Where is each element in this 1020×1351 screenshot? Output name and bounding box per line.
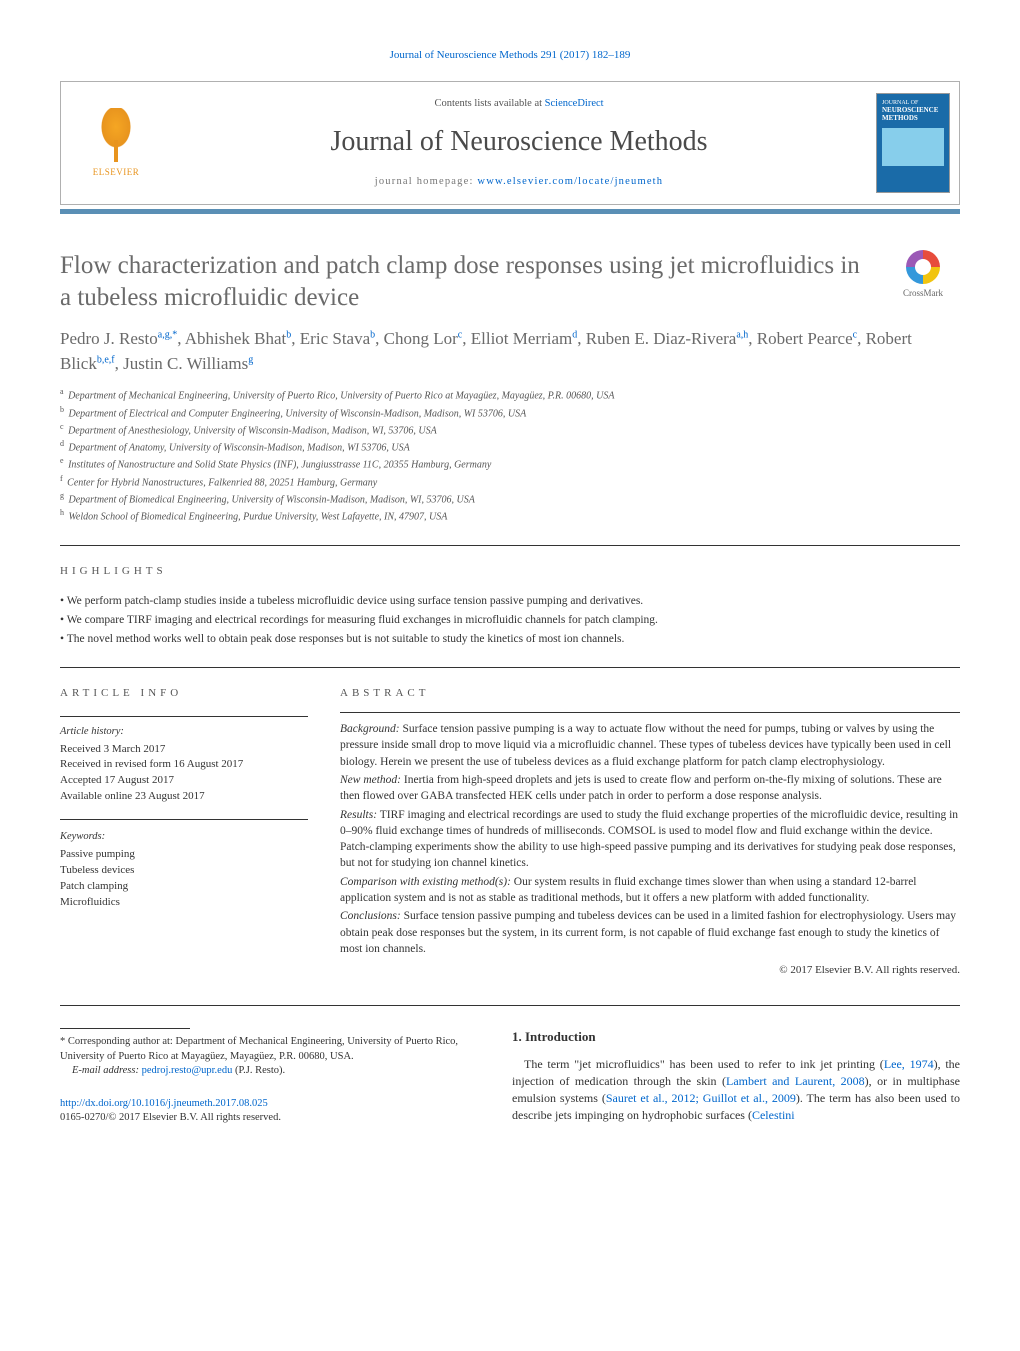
affiliations: a Department of Mechanical Engineering, … [60,386,960,525]
divider [60,545,960,546]
introduction-column: 1. Introduction The term "jet microfluid… [512,1028,960,1125]
affiliation-item: g Department of Biomedical Engineering, … [60,490,960,507]
keyword-item: Patch clamping [60,879,308,895]
abstract-section: Conclusions: Surface tension passive pum… [340,908,960,957]
journal-reference: Journal of Neuroscience Methods 291 (201… [60,48,960,63]
highlight-item: We compare TIRF imaging and electrical r… [60,612,960,628]
affiliation-item: f Center for Hybrid Nanostructures, Falk… [60,473,960,490]
contents-prefix: Contents lists available at [434,98,544,109]
homepage-line: journal homepage: www.elsevier.com/locat… [375,175,664,190]
crossmark-badge[interactable]: CrossMark [886,250,960,300]
corr-text: * Corresponding author at: Department of… [60,1035,480,1064]
affiliation-item: a Department of Mechanical Engineering, … [60,386,960,403]
affiliation-item: d Department of Anatomy, University of W… [60,438,960,455]
crossmark-icon [906,250,940,284]
divider [60,1005,960,1006]
abstract-section: Comparison with existing method(s): Our … [340,874,960,907]
publisher-name: ELSEVIER [93,166,140,179]
crossmark-label: CrossMark [903,287,943,300]
keyword-item: Tubeless devices [60,863,308,879]
keyword-item: Microfluidics [60,895,308,911]
highlight-item: We perform patch-clamp studies inside a … [60,593,960,609]
abstract-column: ABSTRACT Background: Surface tension pas… [340,668,960,978]
affiliation-item: e Institutes of Nanostructure and Solid … [60,455,960,472]
publisher-logo[interactable]: ELSEVIER [61,82,171,204]
footnote-column: * Corresponding author at: Department of… [60,1028,480,1125]
abstract-label: ABSTRACT [340,686,960,701]
email-suffix: (P.J. Resto). [232,1065,285,1076]
highlights-list: We perform patch-clamp studies inside a … [60,593,960,647]
affiliation-item: c Department of Anesthesiology, Universi… [60,421,960,438]
issn-line: 0165-0270/© 2017 Elsevier B.V. All right… [60,1111,480,1125]
email-prefix: E-mail address: [72,1065,142,1076]
contents-available-line: Contents lists available at ScienceDirec… [434,97,603,112]
highlight-item: The novel method works well to obtain pe… [60,631,960,647]
history-item: Accepted 17 August 2017 [60,773,308,789]
doi-link[interactable]: http://dx.doi.org/10.1016/j.jneumeth.201… [60,1098,268,1109]
corresponding-author-note: * Corresponding author at: Department of… [60,1035,480,1079]
article-info-column: ARTICLE INFO Article history: Received 3… [60,668,308,978]
introduction-heading: 1. Introduction [512,1028,960,1046]
abstract-section: New method: Inertia from high-speed drop… [340,772,960,805]
article-info-label: ARTICLE INFO [60,686,308,701]
history-item: Received in revised form 16 August 2017 [60,757,308,773]
highlights-label: HIGHLIGHTS [60,564,960,579]
homepage-link[interactable]: www.elsevier.com/locate/jneumeth [477,176,663,187]
keywords-block: Passive pumpingTubeless devicesPatch cla… [60,847,308,911]
cover-label-main: NEUROSCIENCE METHODS [882,107,944,122]
author-list: Pedro J. Restoa,g,*, Abhishek Bhatb, Eri… [60,327,960,376]
abstract-section: Results: TIRF imaging and electrical rec… [340,807,960,872]
article-title: Flow characterization and patch clamp do… [60,250,870,313]
journal-cover-thumbnail[interactable]: JOURNAL OF NEUROSCIENCE METHODS [867,82,959,204]
abstract-copyright: © 2017 Elsevier B.V. All rights reserved… [340,963,960,978]
affiliation-item: b Department of Electrical and Computer … [60,404,960,421]
keywords-head: Keywords: [60,830,308,845]
email-link[interactable]: pedroj.resto@upr.edu [142,1065,233,1076]
doi-block: http://dx.doi.org/10.1016/j.jneumeth.201… [60,1097,480,1125]
sciencedirect-link[interactable]: ScienceDirect [545,98,604,109]
history-item: Available online 23 August 2017 [60,789,308,805]
keyword-item: Passive pumping [60,847,308,863]
homepage-prefix: journal homepage: [375,176,478,187]
history-block: Received 3 March 2017Received in revised… [60,742,308,806]
journal-title: Journal of Neuroscience Methods [330,122,707,161]
elsevier-tree-icon [91,108,141,162]
cover-band [882,128,944,166]
introduction-body: The term "jet microfluidics" has been us… [512,1056,960,1124]
affiliation-item: h Weldon School of Biomedical Engineerin… [60,507,960,524]
header-underbar [60,209,960,214]
journal-header: ELSEVIER Contents lists available at Sci… [60,81,960,205]
footnote-rule [60,1028,190,1029]
cover-image: JOURNAL OF NEUROSCIENCE METHODS [876,93,950,193]
abstract-body: Background: Surface tension passive pump… [340,721,960,958]
history-item: Received 3 March 2017 [60,742,308,758]
abstract-section: Background: Surface tension passive pump… [340,721,960,770]
history-head: Article history: [60,725,308,740]
